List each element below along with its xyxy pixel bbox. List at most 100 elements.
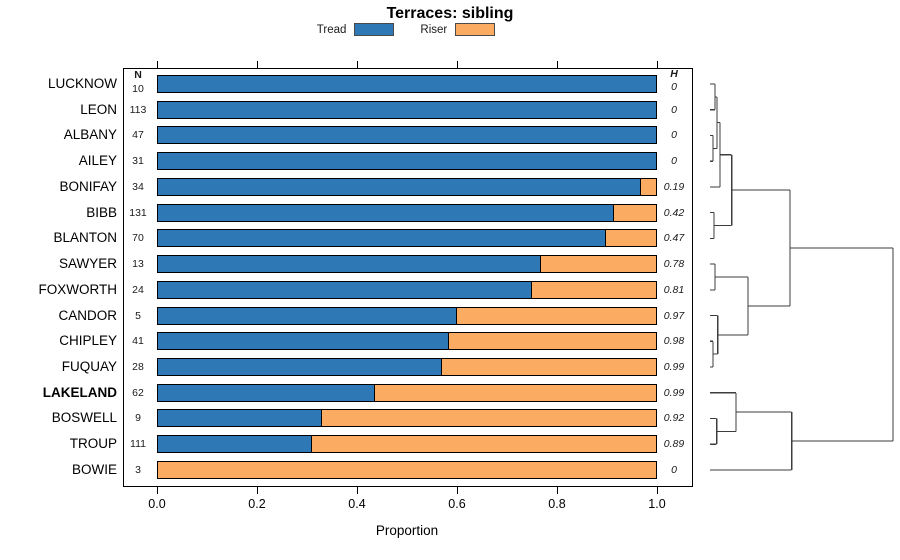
- bar: [157, 100, 657, 119]
- bar: [157, 332, 657, 351]
- h-value: 0.42: [663, 206, 685, 219]
- n-value: 131: [129, 206, 147, 219]
- axis-tick-top: [157, 61, 158, 68]
- h-value: 0.92: [663, 412, 685, 425]
- bar-segment-tread: [158, 359, 442, 376]
- bar-segment-tread: [158, 333, 450, 350]
- n-value: 3: [135, 463, 141, 476]
- bar: [157, 126, 657, 145]
- h-value: 0.97: [663, 309, 685, 322]
- bar-segment-tread: [158, 178, 642, 195]
- bar: [157, 435, 657, 454]
- bar: [157, 75, 657, 93]
- n-value: 111: [130, 438, 146, 451]
- h-value: 0: [671, 129, 677, 142]
- h-value: 0.81: [663, 283, 685, 296]
- axis-tick-label: 1.0: [648, 497, 666, 511]
- row-label: BOWIE: [71, 461, 117, 477]
- x-axis-title: Proportion: [375, 523, 439, 538]
- column-header-n: N: [134, 69, 142, 81]
- bar: [157, 255, 657, 274]
- axis-tick-label: 0.8: [548, 497, 566, 511]
- h-value: 0.98: [663, 335, 685, 348]
- row-label: CANDOR: [58, 307, 117, 323]
- axis-tick-bottom: [657, 487, 658, 494]
- axis-tick-label: 0.0: [148, 497, 166, 511]
- n-value: 5: [135, 309, 141, 322]
- axis-tick-label: 0.6: [448, 497, 466, 511]
- n-value: 28: [132, 361, 144, 374]
- row-label: BIBB: [86, 204, 117, 220]
- axis-tick-bottom: [257, 487, 258, 494]
- bar-segment-tread: [158, 230, 607, 247]
- bar-segment-tread: [158, 307, 457, 324]
- n-value: 70: [132, 232, 144, 245]
- bar-segment-tread: [158, 281, 532, 298]
- bar: [157, 383, 657, 402]
- h-value: 0.19: [663, 180, 685, 193]
- axis-tick-bottom: [157, 487, 158, 494]
- bar-segment-tread: [158, 410, 323, 427]
- legend-label-tread: Tread: [316, 23, 347, 36]
- n-value: 34: [132, 180, 144, 193]
- n-value: 47: [132, 129, 144, 142]
- row-label: LUCKNOW: [47, 76, 117, 91]
- axis-tick-label: 0.2: [248, 497, 266, 511]
- bar: [157, 306, 657, 325]
- bar: [157, 152, 657, 171]
- n-value: 62: [132, 386, 144, 399]
- h-value: 0.78: [663, 258, 685, 271]
- legend-swatch-riser: [455, 23, 496, 36]
- bar: [157, 358, 657, 377]
- bar: [157, 177, 657, 196]
- column-header-h: H: [670, 68, 678, 80]
- h-value: 0.99: [663, 386, 685, 399]
- n-value: 10: [132, 83, 144, 95]
- dendrogram: [710, 83, 894, 471]
- row-label: LAKELAND: [42, 384, 117, 400]
- row-label: ALBANY: [63, 127, 117, 143]
- bar-segment-tread: [158, 256, 542, 273]
- row-label: BONIFAY: [59, 178, 117, 194]
- bar: [157, 203, 657, 222]
- row-label: FUQUAY: [61, 359, 117, 375]
- row-label: TROUP: [69, 436, 117, 452]
- h-value: 0.47: [663, 232, 685, 245]
- axis-tick-top: [657, 61, 658, 68]
- axis-tick-top: [257, 61, 258, 68]
- axis-tick-bottom: [457, 487, 458, 494]
- legend-swatch-tread: [354, 23, 395, 36]
- bar-segment-tread: [158, 436, 313, 453]
- bar-segment-tread: [158, 204, 614, 221]
- chart-title: Terraces: sibling: [386, 5, 514, 22]
- bar-segment-tread: [158, 384, 375, 401]
- axis-tick-label: 0.4: [348, 497, 366, 511]
- axis-tick-top: [357, 61, 358, 68]
- row-label: LEON: [80, 101, 117, 117]
- n-value: 31: [132, 155, 144, 168]
- h-value: 0: [671, 463, 677, 476]
- bar: [157, 460, 657, 479]
- legend-label-riser: Riser: [420, 23, 448, 36]
- n-value: 9: [135, 412, 141, 425]
- row-label: SAWYER: [58, 256, 117, 272]
- row-label: FOXWORTH: [38, 281, 118, 297]
- row-label: BOSWELL: [51, 410, 117, 426]
- h-value: 0.89: [663, 438, 685, 451]
- row-label: CHIPLEY: [59, 333, 117, 349]
- axis-tick-top: [457, 61, 458, 68]
- n-value: 24: [132, 283, 144, 296]
- n-value: 13: [132, 258, 144, 271]
- h-value: 0: [671, 103, 677, 116]
- n-value: 41: [132, 335, 144, 348]
- axis-tick-bottom: [357, 487, 358, 494]
- bar: [157, 229, 657, 248]
- plot-area: [123, 68, 693, 487]
- h-value: 0: [671, 155, 677, 168]
- bar: [157, 280, 657, 299]
- n-value: 113: [129, 103, 147, 116]
- legend: Tread Riser: [0, 23, 812, 36]
- axis-tick-top: [557, 61, 558, 68]
- h-value: 0: [671, 81, 677, 93]
